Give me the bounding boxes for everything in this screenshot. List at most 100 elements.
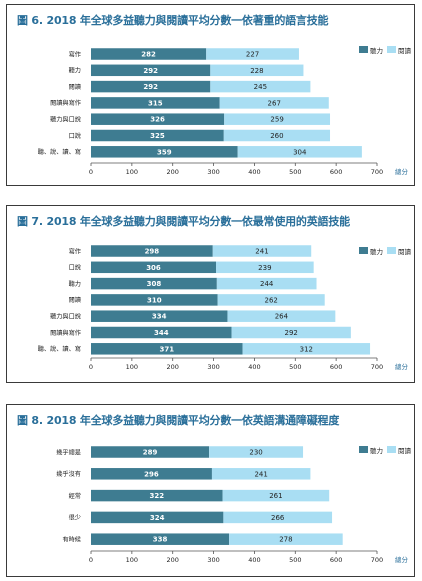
bar-reading: [209, 446, 304, 458]
data-label-listening: 292: [143, 67, 158, 75]
category-label: 口說: [69, 132, 81, 140]
data-label-reading: 260: [270, 132, 283, 140]
legend: 聽力 閱讀: [359, 446, 412, 455]
bar-listening: [91, 489, 223, 502]
x-tick-label: 300: [207, 363, 219, 371]
legend: 聽力 閱讀: [359, 46, 412, 55]
x-tick-label: 0: [89, 556, 93, 564]
data-label-reading: 266: [271, 514, 285, 522]
chart-title: 圖 8. 2018 年全球多益聽力與閱讀平均分數一依英語溝通障礙程度: [17, 414, 340, 427]
data-label-reading: 261: [269, 492, 282, 500]
bar-listening: [91, 245, 213, 257]
bar-reading: [242, 343, 371, 355]
category-label: 幾乎總是: [56, 448, 81, 456]
x-tick-label: 600: [330, 168, 342, 176]
x-tick-label: 0: [89, 363, 93, 371]
bar-reading: [212, 245, 312, 257]
category-label: 聽、說、讀、寫: [38, 345, 81, 353]
x-tick-label: 200: [167, 556, 179, 564]
bar-listening: [91, 294, 218, 306]
data-label-listening: 322: [149, 492, 164, 500]
x-tick-label: 100: [126, 363, 138, 371]
x-tick-label: 0: [89, 168, 93, 176]
bar-reading: [210, 64, 304, 77]
data-label-listening: 359: [157, 148, 172, 156]
data-label-reading: 230: [249, 449, 262, 457]
legend-label-reading: 閱讀: [398, 247, 412, 256]
chart-panel-fig7: 圖 7. 2018 年全球多益聽力與閱讀平均分數一依最常使用的英語技能 聽力 閱讀…: [6, 205, 415, 383]
legend-swatch-listening: [359, 446, 368, 453]
legend-label-listening: 聽力: [370, 446, 383, 455]
bar-reading: [227, 310, 336, 322]
legend-swatch-reading: [387, 46, 396, 53]
data-label-listening: 296: [144, 470, 159, 478]
legend-swatch-reading: [387, 446, 396, 453]
data-label-reading: 262: [264, 296, 277, 304]
data-label-reading: 278: [279, 536, 292, 544]
bar-listening: [91, 343, 243, 355]
category-label: 有時候: [62, 536, 81, 544]
bar-reading: [210, 80, 311, 93]
x-tick-label: 400: [248, 556, 260, 564]
data-label-reading: 304: [293, 148, 307, 156]
bar-reading: [237, 146, 362, 158]
x-tick-label: 300: [207, 556, 219, 564]
data-label-reading: 259: [270, 116, 283, 124]
category-label: 很少: [69, 514, 81, 522]
category-label: 閱讀: [69, 83, 81, 91]
bar-reading: [223, 129, 331, 142]
category-label: 寫作: [69, 50, 81, 58]
data-label-listening: 308: [147, 280, 162, 288]
category-label: 聽力: [69, 67, 81, 75]
category-label: 聽力與口說: [50, 313, 81, 321]
bar-reading: [222, 489, 330, 502]
data-label-listening: 282: [141, 51, 156, 59]
category-label: 閱讀與寫作: [50, 99, 81, 107]
x-axis-label: 總分: [395, 167, 409, 176]
data-label-listening: 289: [143, 449, 158, 457]
data-label-listening: 306: [146, 264, 161, 272]
x-tick-label: 700: [371, 556, 383, 564]
x-axis-label: 總分: [395, 362, 409, 371]
data-label-listening: 324: [150, 514, 165, 522]
bar-listening: [91, 80, 211, 93]
data-label-reading: 245: [254, 83, 267, 91]
data-label-reading: 264: [275, 313, 289, 321]
bar-listening: [91, 113, 225, 125]
category-label: 聽力與口說: [50, 116, 81, 124]
bar-reading: [216, 261, 314, 274]
bar-listening: [91, 64, 211, 77]
bar-reading: [219, 97, 329, 109]
data-label-reading: 241: [255, 248, 268, 256]
x-tick-label: 700: [371, 363, 383, 371]
category-label: 閱讀與寫作: [50, 329, 81, 337]
bar-reading: [229, 533, 343, 545]
legend-label-listening: 聽力: [370, 46, 383, 55]
x-tick-label: 100: [126, 556, 138, 564]
category-label: 寫作: [69, 247, 81, 255]
data-label-listening: 310: [147, 296, 162, 304]
bar-reading: [211, 468, 311, 480]
chart-panel-fig8: 圖 8. 2018 年全球多益聽力與閱讀平均分數一依英語溝通障礙程度 聽力 閱讀 幾…: [6, 404, 415, 577]
legend-label-reading: 閱讀: [398, 446, 412, 455]
bar-listening: [91, 533, 230, 545]
bar-reading: [224, 113, 331, 125]
bar-listening: [91, 277, 217, 290]
category-label: 聽、說、讀、寫: [38, 148, 81, 156]
chart-svg-fig8: 聽力 閱讀 幾乎總是 289 230 幾乎沒有 296 241 經常 322 261 很少 324 266…: [56, 446, 412, 564]
category-label: 口說: [69, 264, 81, 272]
category-label: 閱讀: [69, 296, 81, 304]
data-label-listening: 338: [153, 536, 168, 544]
data-label-reading: 312: [300, 345, 313, 353]
x-tick-label: 500: [289, 556, 301, 564]
legend-label-reading: 閱讀: [398, 46, 412, 55]
bar-listening: [91, 97, 220, 109]
data-label-listening: 344: [154, 329, 169, 337]
chart-title: 圖 6. 2018 年全球多益聽力與閱讀平均分數一依著重的語言技能: [17, 14, 329, 27]
data-label-reading: 227: [246, 51, 259, 59]
x-tick-label: 200: [167, 363, 179, 371]
legend-swatch-listening: [359, 247, 368, 254]
legend-label-listening: 聽力: [370, 247, 383, 256]
